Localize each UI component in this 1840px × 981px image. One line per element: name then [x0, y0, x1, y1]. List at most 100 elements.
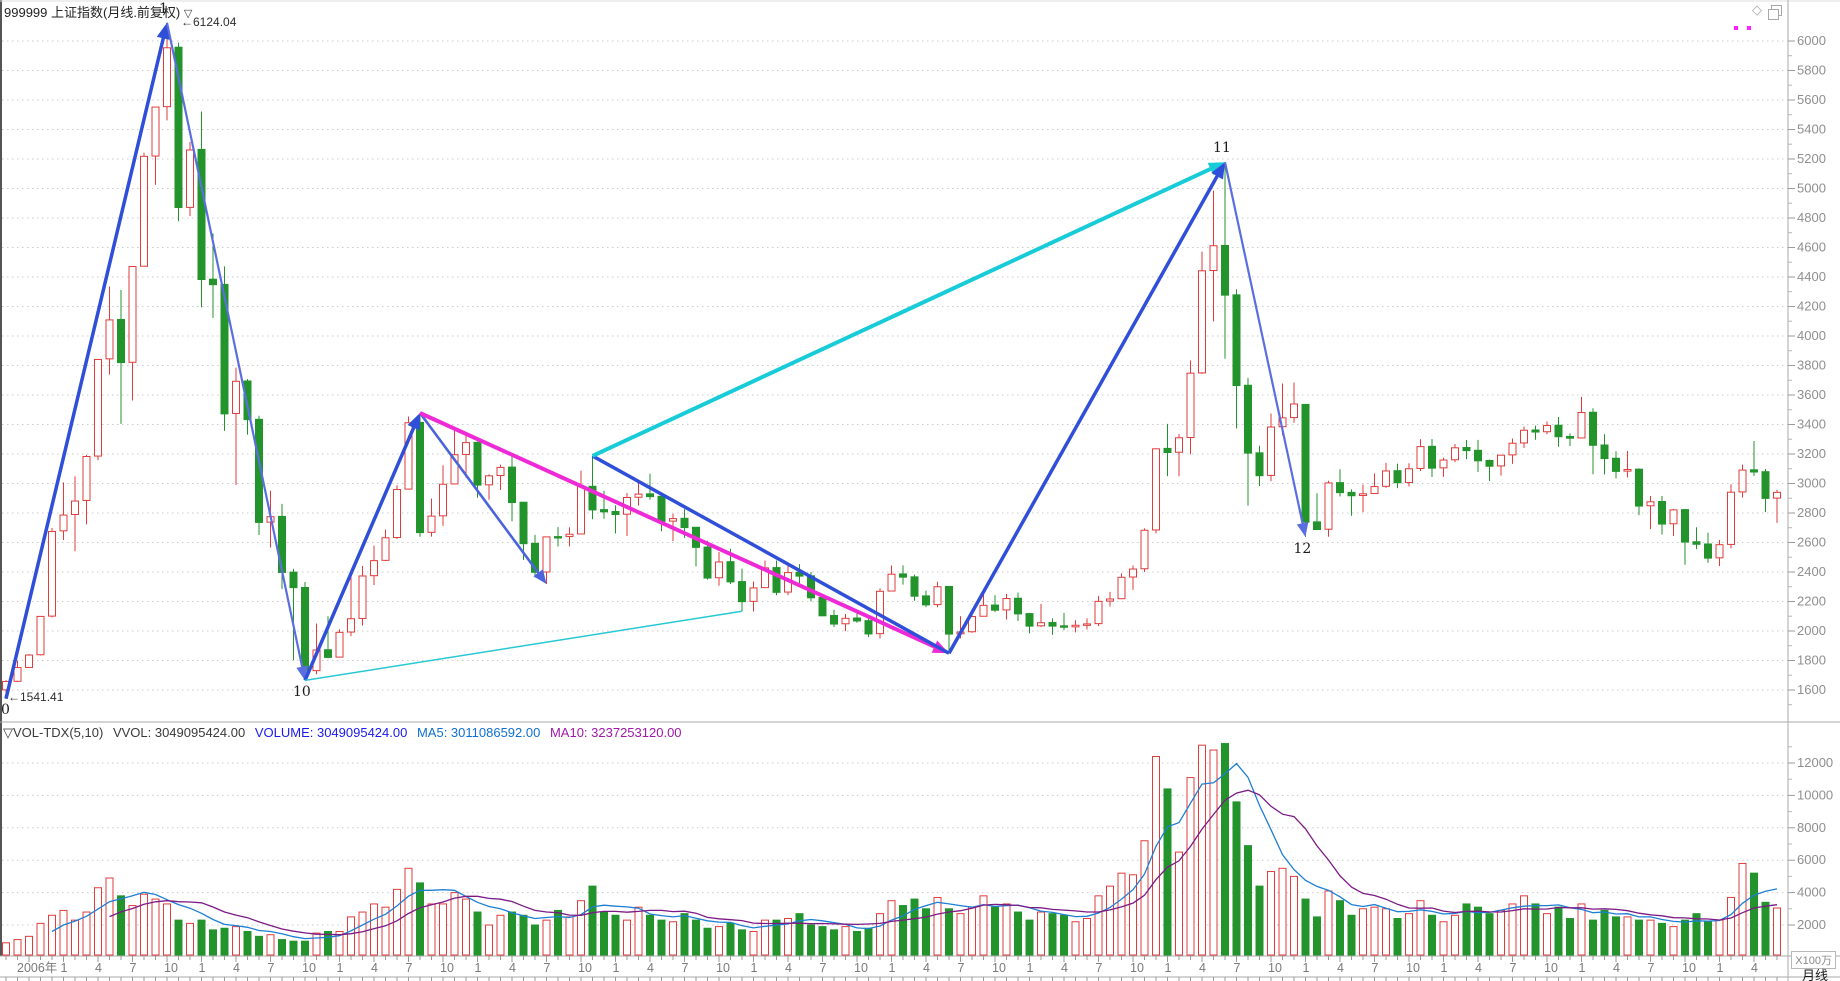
- trend-line: [418, 412, 543, 579]
- trend-arrowhead: [533, 569, 547, 584]
- volume-bar: [749, 930, 758, 956]
- volume-bar: [48, 914, 56, 956]
- candle: [715, 561, 723, 579]
- candle: [991, 604, 999, 611]
- candle: [140, 155, 148, 267]
- volume-bar: [646, 914, 654, 956]
- volume-bar: [508, 911, 516, 956]
- volume-bar: [1025, 919, 1034, 956]
- volume-bar: [232, 926, 240, 956]
- volume-indicator-header: ▽VOL-TDX(5,10) VVOL: 3049095424.00 VOLUM…: [3, 725, 688, 741]
- x-axis-label: 2006年: [17, 961, 57, 975]
- volume-bar: [473, 911, 482, 956]
- x-axis-label: 4: [509, 961, 516, 975]
- candle: [1704, 543, 1712, 559]
- candle: [1474, 449, 1482, 462]
- volume-bar: [1140, 840, 1149, 956]
- x-axis-label: 10: [440, 961, 454, 975]
- candle: [1439, 459, 1448, 469]
- candle: [335, 631, 344, 658]
- volume-bar: [1520, 895, 1528, 956]
- candle: [1543, 425, 1551, 433]
- price-axis-label: 4600: [1797, 240, 1826, 255]
- x-axis-label: 10: [164, 961, 178, 975]
- diamond-icon[interactable]: ◇: [1752, 2, 1762, 17]
- candle: [1577, 412, 1586, 439]
- candle: [1761, 471, 1770, 499]
- candle: [1393, 470, 1402, 484]
- candle: [853, 617, 861, 622]
- candle: [450, 454, 459, 485]
- volume-bar: [255, 935, 263, 956]
- volume-bar: [1416, 900, 1425, 956]
- candle: [151, 106, 160, 157]
- candle: [1221, 244, 1229, 296]
- volume-bar: [209, 929, 217, 956]
- title-dropdown-icon[interactable]: ▽: [183, 8, 193, 20]
- trend-arrowhead: [156, 22, 170, 40]
- candle: [1336, 482, 1344, 494]
- x-axis-label: 10: [578, 961, 592, 975]
- candle: [186, 149, 194, 208]
- candle: [82, 456, 91, 501]
- volume-bar: [1347, 914, 1356, 956]
- x-axis-label: 1: [1441, 961, 1448, 975]
- volume-axis-label: 4000: [1797, 885, 1826, 900]
- volume-bar: [795, 913, 804, 956]
- x-axis-label: 4: [1613, 961, 1620, 975]
- candle: [381, 537, 390, 561]
- wave-point-label: 1: [159, 0, 168, 17]
- volume-bar: [2, 942, 10, 956]
- price-axis-label: 5000: [1797, 181, 1826, 196]
- candle: [1094, 600, 1103, 625]
- x-axis-label: 7: [1510, 961, 1517, 975]
- candle: [1773, 491, 1781, 499]
- candle: [1727, 491, 1735, 545]
- vol-indicator-name[interactable]: ▽VOL-TDX(5,10): [3, 725, 104, 740]
- candle: [531, 542, 539, 573]
- candle: [347, 618, 355, 633]
- price-axis-label: 2200: [1797, 594, 1826, 609]
- candle: [1313, 521, 1321, 531]
- volume-bar: [1474, 906, 1482, 956]
- volume-bar: [1152, 756, 1160, 956]
- candle: [899, 573, 907, 578]
- x-axis-label: 7: [1234, 961, 1241, 975]
- volume-bar: [1048, 913, 1057, 956]
- candle: [1117, 576, 1126, 600]
- volume-bar: [922, 908, 930, 956]
- trend-arrowhead: [1211, 162, 1225, 180]
- volume-axis-label: 2000: [1797, 917, 1826, 932]
- ma5-value: MA5: 3011086592.00: [416, 725, 541, 740]
- x-axis-label: 4: [1337, 961, 1344, 975]
- price-axis-label: 6000: [1797, 33, 1826, 48]
- x-axis-label: 10: [854, 961, 868, 975]
- volume-bar: [289, 940, 298, 956]
- copy-window-icon[interactable]: [1768, 5, 1782, 20]
- x-axis-label: 4: [923, 961, 930, 975]
- trend-line: [419, 411, 942, 652]
- volume-bar: [1589, 919, 1597, 956]
- price-axis-label: 5800: [1797, 63, 1826, 78]
- candle: [1508, 442, 1517, 456]
- volume-bar: [381, 906, 390, 956]
- candle: [1152, 448, 1160, 531]
- volume-bar: [1324, 890, 1333, 956]
- wave-point-label: 0: [1, 702, 10, 718]
- x-axis-label: 1: [1303, 961, 1310, 975]
- volume-bar: [163, 903, 171, 956]
- period-button[interactable]: 月线: [1801, 968, 1828, 981]
- candle: [163, 47, 171, 108]
- candle: [1301, 403, 1310, 523]
- volume-bar: [1669, 926, 1678, 956]
- volume-bar: [94, 887, 102, 956]
- volume-bar: [335, 930, 344, 956]
- candle: [1623, 468, 1632, 472]
- x-axis-label: 1: [61, 961, 68, 975]
- candle: [1531, 429, 1540, 433]
- volume-bar: [462, 898, 470, 956]
- trend-line: [303, 420, 419, 682]
- volume-bar: [1658, 922, 1666, 956]
- volume-bar: [1106, 885, 1114, 956]
